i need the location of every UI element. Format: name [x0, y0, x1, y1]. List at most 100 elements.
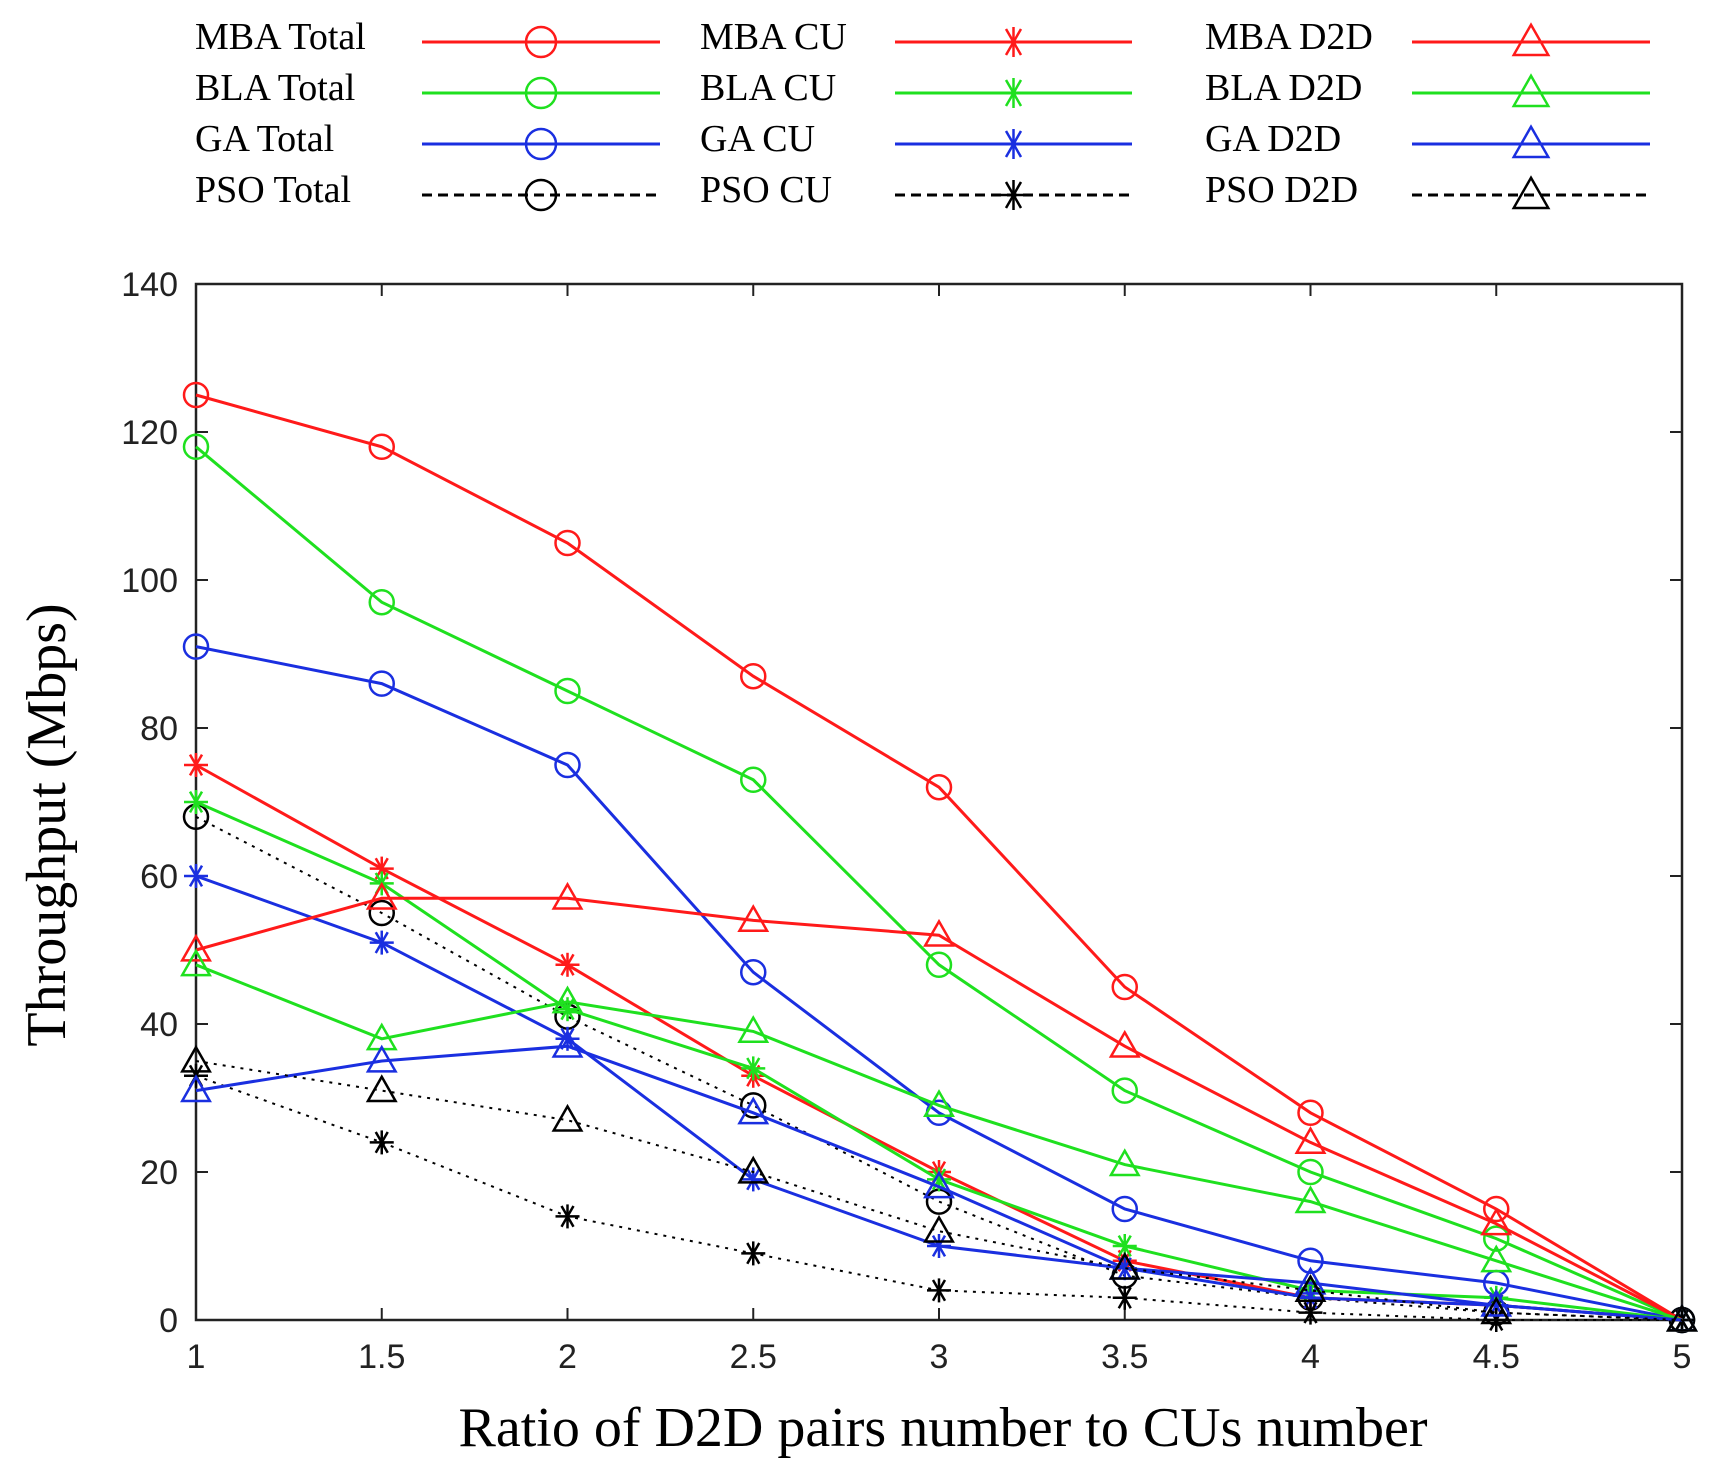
legend-label-bla-cu: BLA CU [700, 67, 836, 109]
data-point-mba-total [740, 662, 767, 690]
y-tick-label: 80 [140, 710, 178, 748]
data-point-mba-d2d [180, 933, 212, 962]
data-point-pso-cu [1112, 1285, 1137, 1310]
data-point-bla-total [554, 677, 581, 705]
data-point-ga-d2d [1480, 1288, 1513, 1317]
series-bla-total [182, 433, 1696, 1334]
data-point-pso-cu [927, 1278, 951, 1303]
legend-marker-bla-total [524, 76, 558, 110]
series-line-bla-d2d [195, 963, 1683, 1322]
x-axis-title: Ratio of D2D pairs number to CUs number [459, 1397, 1428, 1459]
data-point-bla-d2d [1480, 1244, 1513, 1273]
legend-marker-ga-d2d [1511, 124, 1551, 159]
legend-label-pso-d2d: PSO D2D [1205, 169, 1358, 211]
x-tick-label: 5 [1673, 1338, 1692, 1376]
legend-marker-mba-d2d [1511, 22, 1551, 57]
legend-label-ga-total: GA Total [195, 118, 334, 160]
data-point-pso-d2d [1480, 1296, 1513, 1325]
legend-entry-ga-d2d: GA D2D [1205, 118, 1650, 160]
legend-entry-mba-cu: MBA CU [700, 16, 1132, 58]
legend-label-pso-cu: PSO CU [700, 169, 832, 211]
y-tick-label: 40 [140, 1006, 178, 1044]
y-tick-label: 140 [121, 266, 178, 304]
data-point-bla-total [740, 766, 767, 794]
data-point-ga-total [368, 670, 395, 697]
data-point-pso-d2d [1666, 1303, 1698, 1332]
data-point-bla-total [1111, 1077, 1138, 1104]
data-point-pso-cu [555, 1204, 580, 1229]
data-point-pso-cu [1298, 1300, 1323, 1325]
legend-label-mba-total: MBA Total [195, 16, 366, 58]
data-point-pso-d2d [365, 1074, 398, 1103]
legend-entry-pso-total: PSO Total [195, 169, 660, 212]
series-line-pso-total [195, 815, 1683, 1321]
data-point-ga-cu [184, 864, 208, 888]
y-tick-label: 100 [121, 562, 178, 600]
legend-marker-ga-total [524, 127, 558, 161]
legend-marker-pso-total [524, 178, 558, 212]
data-point-mba-total [554, 529, 581, 557]
series-line-mba-d2d [195, 896, 1683, 1322]
data-point-mba-total [368, 433, 395, 461]
legend-label-ga-d2d: GA D2D [1205, 118, 1341, 160]
data-point-pso-d2d [737, 1155, 770, 1184]
data-point-pso-d2d [923, 1214, 955, 1243]
data-point-bla-d2d [180, 948, 212, 977]
data-point-mba-d2d [1480, 1207, 1513, 1236]
legend-label-mba-d2d: MBA D2D [1205, 16, 1373, 58]
data-point-ga-d2d [923, 1170, 955, 1199]
data-point-ga-total [182, 633, 210, 660]
data-point-mba-total [1297, 1099, 1324, 1127]
legend-marker-bla-d2d [1511, 73, 1551, 108]
legend-entry-bla-total: BLA Total [195, 67, 660, 110]
data-point-ga-d2d [551, 1029, 584, 1058]
data-point-pso-cu [741, 1241, 766, 1266]
legend-label-mba-cu: MBA CU [700, 16, 847, 58]
x-tick-label: 2.5 [730, 1338, 777, 1376]
legend-entry-mba-d2d: MBA D2D [1205, 16, 1650, 58]
data-point-bla-total [1297, 1158, 1324, 1186]
plot-area: 1 1.5 2 2.5 3 3.5 4 4.5 5 0 20 40 60 80 100 120 140 [121, 266, 1698, 1376]
legend: MBA Total BLA Total GA Total PSO Total MBA C… [195, 16, 1650, 212]
data-point-pso-total [368, 899, 395, 927]
legend-label-bla-total: BLA Total [195, 67, 355, 109]
data-point-mba-cu [555, 952, 580, 977]
y-tick-label: 0 [159, 1302, 178, 1340]
data-point-mba-total [1111, 973, 1138, 1001]
legend-label-bla-d2d: BLA D2D [1205, 67, 1362, 109]
data-point-bla-cu [184, 790, 208, 814]
x-tick-label: 2 [558, 1338, 577, 1376]
legend-entry-ga-cu: GA CU [700, 118, 1132, 160]
data-point-ga-total [1111, 1195, 1138, 1223]
series-pso-d2d [180, 1044, 1698, 1332]
data-point-ga-d2d [737, 1096, 770, 1125]
data-point-pso-cu [369, 1130, 394, 1155]
series-line-ga-total [195, 645, 1683, 1322]
y-axis-title: Throughput (Mbps) [16, 603, 78, 1046]
legend-label-pso-total: PSO Total [195, 169, 351, 211]
data-point-pso-d2d [180, 1044, 212, 1073]
data-point-mba-d2d [737, 904, 770, 932]
legend-marker-ga-cu [998, 129, 1029, 159]
data-point-mba-total [182, 381, 210, 409]
data-point-ga-cu [369, 930, 394, 955]
legend-marker-pso-d2d [1511, 175, 1551, 210]
data-point-ga-total [554, 751, 581, 779]
data-point-mba-d2d [551, 881, 584, 910]
data-point-bla-d2d [1108, 1148, 1141, 1177]
series-line-bla-total [195, 445, 1683, 1322]
series-mba-total [182, 381, 1696, 1334]
x-tick-label: 1 [187, 1338, 206, 1376]
y-tick-label: 120 [121, 414, 178, 452]
legend-label-ga-cu: GA CU [700, 118, 815, 160]
data-point-ga-total [740, 958, 767, 986]
x-tick-label: 3 [930, 1338, 949, 1376]
data-point-bla-total [1483, 1225, 1510, 1252]
data-point-bla-total [182, 433, 210, 461]
data-point-bla-total [925, 951, 953, 979]
legend-marker-mba-total [524, 25, 558, 59]
data-point-pso-d2d [1108, 1251, 1141, 1280]
data-point-mba-d2d [1294, 1126, 1327, 1154]
data-point-mba-cu [184, 753, 208, 777]
